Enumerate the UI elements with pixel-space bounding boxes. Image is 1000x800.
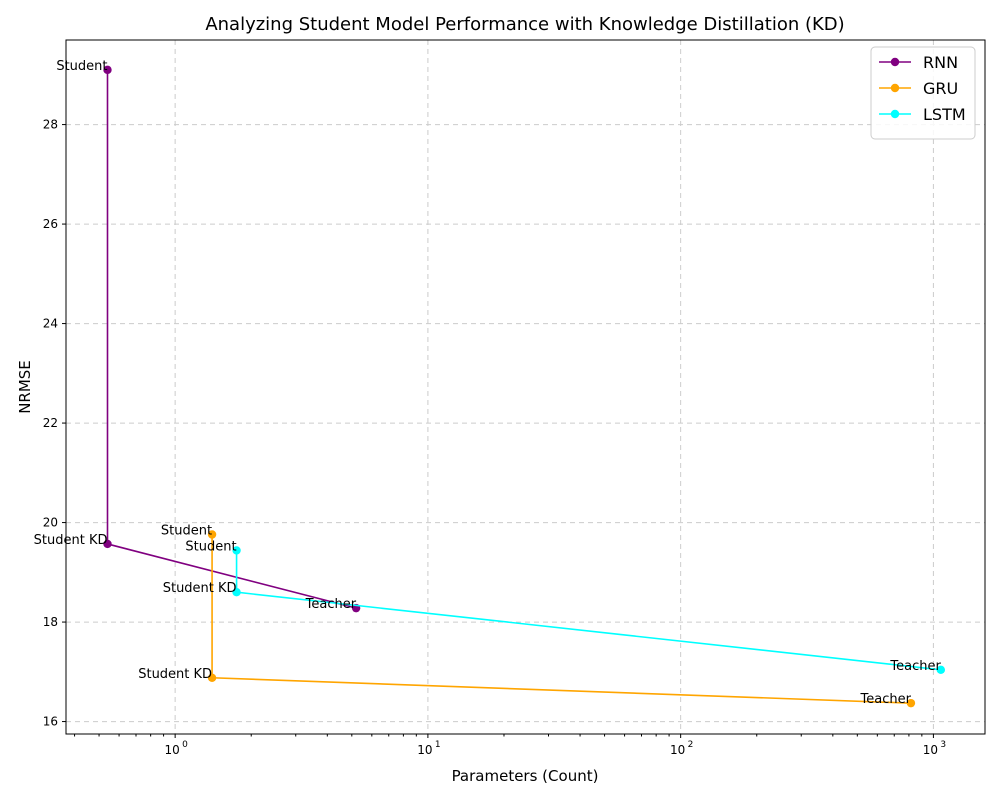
data-point bbox=[103, 65, 112, 75]
legend-item: RNN bbox=[879, 53, 958, 72]
x-tick-label: 10 bbox=[670, 743, 685, 757]
x-tick-label: 10 bbox=[417, 743, 432, 757]
point-label: Teacher bbox=[305, 597, 357, 612]
data-point bbox=[936, 665, 946, 675]
point-labels: Student Student KD Teacher Student Student K… bbox=[34, 59, 942, 707]
legend-item: GRU bbox=[879, 79, 958, 98]
data-point bbox=[232, 588, 241, 597]
point-label: Teacher bbox=[889, 659, 941, 674]
point-label: Student bbox=[56, 59, 107, 74]
y-tick-label: 24 bbox=[43, 317, 58, 331]
x-tick-exponent: 2 bbox=[688, 740, 694, 750]
y-tick-label: 22 bbox=[43, 416, 58, 430]
legend-marker bbox=[890, 57, 900, 67]
series-layer bbox=[103, 65, 946, 708]
series-line bbox=[106, 69, 357, 609]
legend-label: RNN bbox=[923, 53, 958, 72]
point-label: Teacher bbox=[860, 692, 912, 707]
y-tick-label: 20 bbox=[43, 516, 58, 530]
x-tick-exponent: 3 bbox=[940, 740, 946, 750]
legend-marker bbox=[890, 109, 900, 119]
x-tick-exponent: 1 bbox=[435, 740, 441, 750]
legend-marker bbox=[890, 83, 900, 93]
y-axis-title: NRMSE bbox=[16, 360, 34, 414]
data-point bbox=[207, 673, 217, 682]
legend-item: LSTM bbox=[879, 105, 966, 124]
grid bbox=[66, 40, 985, 734]
x-tick-exponent: 0 bbox=[182, 740, 188, 750]
y-tick-label: 28 bbox=[43, 118, 58, 132]
series-gru bbox=[207, 530, 916, 708]
point-label: Student bbox=[185, 539, 236, 554]
data-point bbox=[103, 539, 112, 549]
y-tick-label: 18 bbox=[43, 615, 58, 629]
x-tick-label: 10 bbox=[923, 743, 938, 757]
data-point bbox=[207, 530, 217, 539]
point-label: Student KD bbox=[163, 581, 237, 596]
x-tick-label: 10 bbox=[164, 743, 179, 757]
data-point bbox=[906, 698, 916, 708]
series-line bbox=[211, 534, 911, 704]
plot-frame bbox=[65, 39, 986, 735]
legend-label: GRU bbox=[923, 79, 958, 98]
data-point bbox=[232, 546, 241, 555]
x-axis-title: Parameters (Count) bbox=[452, 767, 599, 785]
legend: RNN GRU LSTM bbox=[870, 46, 976, 140]
point-label: Student KD bbox=[138, 667, 212, 682]
chart-title: Analyzing Student Model Performance with… bbox=[205, 14, 844, 35]
series-lstm bbox=[232, 546, 946, 675]
y-tick-label: 16 bbox=[43, 715, 58, 729]
point-label: Student KD bbox=[34, 533, 108, 548]
y-tick-label: 26 bbox=[43, 217, 58, 231]
series-rnn bbox=[103, 65, 361, 613]
point-label: Student bbox=[161, 524, 212, 539]
legend-label: LSTM bbox=[923, 105, 966, 124]
